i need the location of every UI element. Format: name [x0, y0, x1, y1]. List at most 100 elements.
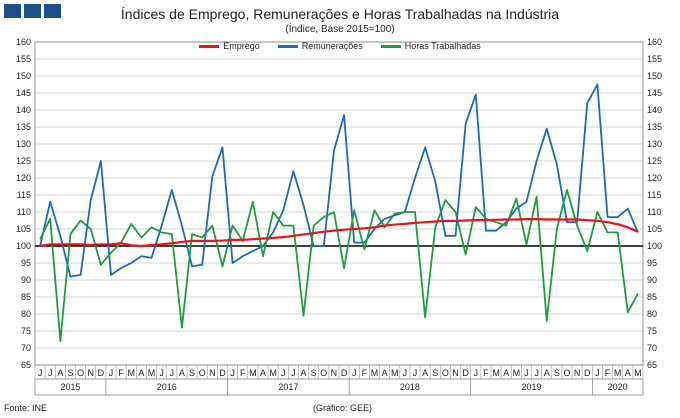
- x-year-label: 2020: [608, 382, 628, 392]
- legend-swatch-horas: [380, 44, 401, 48]
- logo-block: [44, 4, 61, 18]
- x-month-label: J: [230, 368, 235, 378]
- y-tick-label-left: 65: [21, 360, 31, 370]
- x-month-label: J: [281, 368, 286, 378]
- x-month-label: M: [492, 368, 500, 378]
- source-note: Fonte: INE: [4, 403, 48, 413]
- x-month-label: M: [634, 368, 642, 378]
- chart-credit: (Gráfico: GEE): [313, 403, 373, 413]
- y-tick-label-right: 100: [647, 241, 662, 251]
- x-month-label: A: [179, 368, 185, 378]
- x-month-label: D: [341, 368, 348, 378]
- y-tick-label-right: 110: [647, 207, 661, 217]
- x-month-label: J: [159, 368, 164, 378]
- x-year-label: 2018: [400, 382, 420, 392]
- y-tick-label-right: 70: [647, 343, 657, 353]
- y-tick-label-right: 125: [647, 156, 662, 166]
- x-month-label: J: [291, 368, 296, 378]
- y-tick-label-right: 135: [647, 122, 662, 132]
- x-month-label: D: [98, 368, 105, 378]
- institution-logo: [4, 4, 61, 18]
- x-month-label: N: [331, 368, 338, 378]
- series-line-emprego: [39, 218, 639, 248]
- x-month-label: S: [189, 368, 195, 378]
- y-tick-label-left: 120: [16, 173, 31, 183]
- x-month-label: A: [382, 368, 388, 378]
- x-month-label: M: [371, 368, 379, 378]
- legend-label-remuneracoes: Remunerações: [301, 41, 363, 51]
- y-tick-label-left: 90: [21, 275, 31, 285]
- x-month-label: A: [301, 368, 307, 378]
- x-month-label: N: [452, 368, 459, 378]
- logo-block: [4, 4, 21, 18]
- y-tick-label-left: 85: [21, 292, 31, 302]
- y-tick-label-left: 160: [16, 37, 31, 47]
- logo-block: [24, 4, 41, 18]
- y-tick-label-left: 145: [16, 88, 31, 98]
- x-month-label: F: [483, 368, 489, 378]
- x-month-label: F: [118, 368, 124, 378]
- x-month-label: A: [57, 368, 63, 378]
- x-month-label: J: [38, 368, 43, 378]
- y-tick-label-right: 120: [647, 173, 662, 183]
- x-month-label: J: [352, 368, 357, 378]
- x-month-label: A: [260, 368, 266, 378]
- y-tick-label-right: 95: [647, 258, 657, 268]
- y-tick-label-right: 115: [647, 190, 661, 200]
- y-tick-label-left: 140: [16, 105, 31, 115]
- y-tick-label-right: 105: [647, 224, 662, 234]
- y-tick-label-right: 160: [647, 37, 662, 47]
- y-tick-label-left: 155: [16, 54, 31, 64]
- y-tick-label-left: 75: [21, 326, 31, 336]
- y-tick-label-left: 80: [21, 309, 31, 319]
- x-month-label: N: [209, 368, 216, 378]
- y-tick-label-left: 100: [16, 241, 31, 251]
- y-tick-label-left: 95: [21, 258, 31, 268]
- x-month-label: A: [625, 368, 631, 378]
- legend-swatch-remuneracoes: [277, 44, 298, 48]
- x-month-label: O: [563, 368, 570, 378]
- x-year-label: 2015: [60, 382, 80, 392]
- x-month-label: D: [584, 368, 591, 378]
- x-month-label: N: [87, 368, 94, 378]
- x-month-label: M: [391, 368, 399, 378]
- x-month-label: J: [595, 368, 600, 378]
- x-month-label: J: [534, 368, 539, 378]
- legend-swatch-emprego: [199, 44, 220, 48]
- legend-label-horas: Horas Trabalhadas: [404, 41, 481, 51]
- legend-item-remuneracoes: Remunerações: [277, 41, 363, 51]
- x-month-label: S: [67, 368, 73, 378]
- chart-subtitle: (Índice, Base 2015=100): [285, 24, 395, 35]
- y-tick-label-left: 125: [16, 156, 31, 166]
- y-tick-label-right: 65: [647, 360, 657, 370]
- legend-label-emprego: Emprego: [223, 41, 260, 51]
- y-tick-label-right: 140: [647, 105, 662, 115]
- x-month-label: S: [432, 368, 438, 378]
- plot-frame: [34, 41, 644, 366]
- x-month-label: F: [240, 368, 246, 378]
- y-tick-label-left: 70: [21, 343, 31, 353]
- x-month-label: J: [170, 368, 175, 378]
- x-year-label: 2019: [522, 382, 542, 392]
- x-year-label: 2016: [157, 382, 177, 392]
- x-month-label: N: [574, 368, 581, 378]
- x-year-label: 2017: [278, 382, 298, 392]
- x-month-label: J: [48, 368, 53, 378]
- x-month-label: J: [109, 368, 114, 378]
- y-tick-label-right: 75: [647, 326, 657, 336]
- y-tick-label-left: 150: [16, 71, 31, 81]
- x-month-label: F: [362, 368, 368, 378]
- x-month-label: O: [199, 368, 206, 378]
- x-month-label: D: [462, 368, 469, 378]
- series-line-remuneracoes: [39, 83, 639, 278]
- x-month-label: O: [77, 368, 84, 378]
- y-tick-label-right: 85: [647, 292, 657, 302]
- x-month-label: D: [219, 368, 226, 378]
- y-tick-label-right: 130: [647, 139, 662, 149]
- x-month-label: A: [138, 368, 144, 378]
- y-tick-label-left: 130: [16, 139, 31, 149]
- x-month-label: J: [403, 368, 408, 378]
- x-month-label: M: [148, 368, 156, 378]
- x-month-label: A: [544, 368, 550, 378]
